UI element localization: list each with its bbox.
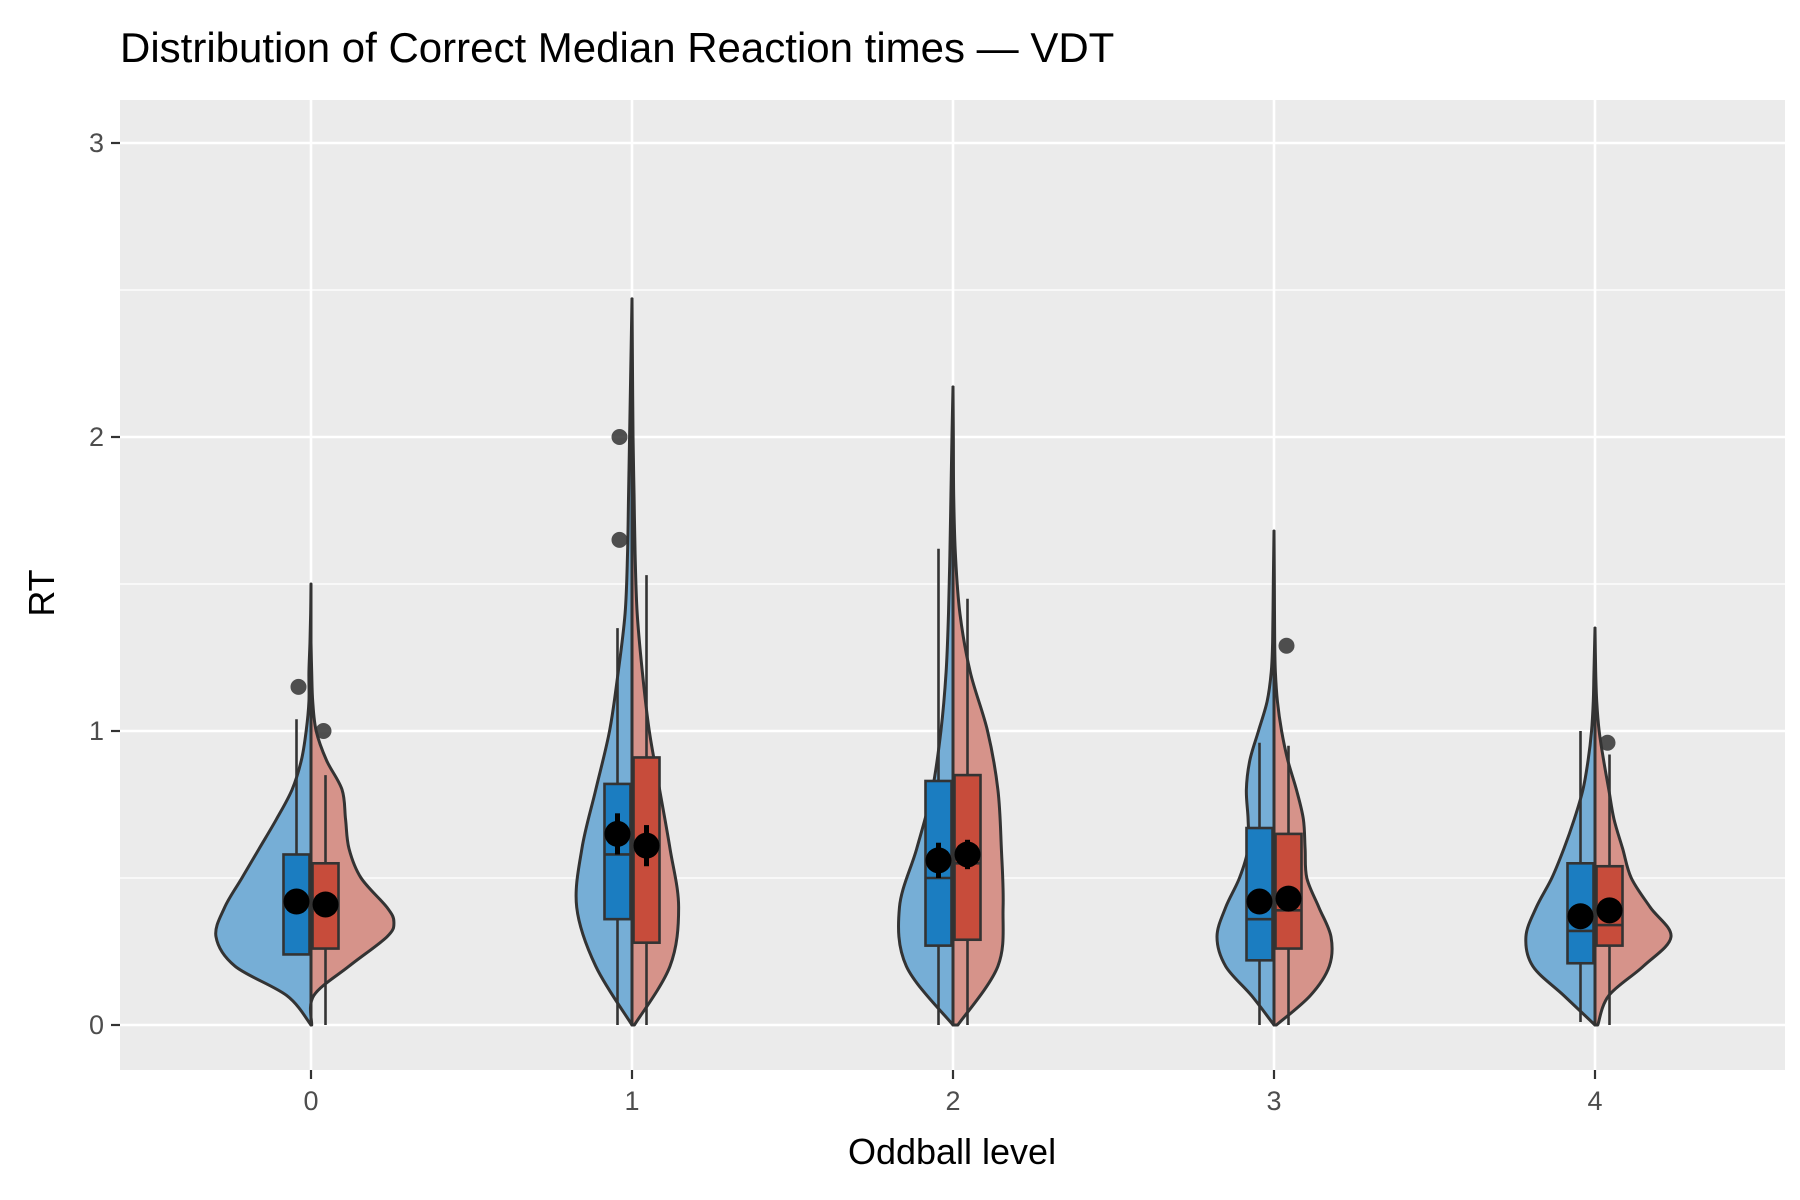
x-tick-label: 2 [945,1086,960,1116]
outlier-point [611,531,628,548]
mean-point-right [633,832,660,859]
group-2 [897,385,1005,1027]
y-tick-label: 3 [89,128,104,158]
group-1 [574,297,681,1027]
mean-point-right [1596,897,1623,924]
outlier-point [315,723,332,739]
x-tick-label: 1 [624,1086,639,1116]
chart-title: Distribution of Correct Median Reaction … [120,24,1114,71]
outlier-point [290,678,307,695]
mean-point-right [1275,885,1302,912]
y-axis-title: RT [21,569,62,616]
y-tick-label: 2 [89,422,104,452]
y-tick-label: 1 [89,716,104,746]
mean-point-left [283,888,310,915]
outlier-point [1599,734,1616,751]
y-tick-label: 0 [89,1010,104,1040]
group-0 [214,582,396,1027]
x-axis-title: Oddball level [848,1131,1056,1172]
mean-point-left [604,820,631,847]
mean-point-right [312,891,339,918]
outlier-point [1278,637,1295,654]
x-tick-label: 4 [1587,1086,1602,1116]
group-4 [1524,626,1673,1027]
mean-point-left [1246,888,1273,915]
mean-point-right [954,841,981,868]
group-3 [1215,529,1334,1027]
plot-area: 0 1 2 3 0 1 2 3 4 [89,100,1785,1116]
mean-point-left [925,847,952,874]
x-tick-label: 0 [303,1086,318,1116]
x-tick-label: 3 [1266,1086,1281,1116]
outlier-point [611,429,628,445]
mean-point-left [1567,903,1594,930]
